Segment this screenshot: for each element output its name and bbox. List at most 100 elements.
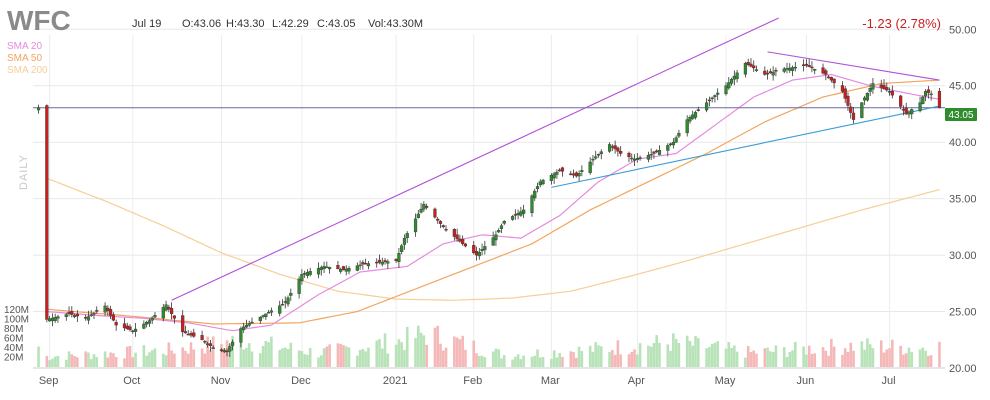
candle-body bbox=[67, 312, 71, 315]
volume-bar bbox=[37, 346, 40, 367]
volume-bar bbox=[261, 345, 265, 367]
candle-body bbox=[133, 328, 138, 332]
candle-body bbox=[258, 316, 262, 321]
volume-bar bbox=[347, 347, 351, 367]
candle-body bbox=[632, 158, 637, 161]
candle-body bbox=[341, 266, 346, 270]
candle-body bbox=[829, 77, 833, 81]
volume-bar bbox=[167, 342, 171, 367]
candle-body bbox=[899, 95, 903, 107]
volume-bar bbox=[904, 353, 908, 367]
volume-bar bbox=[67, 351, 71, 367]
volume-bar bbox=[588, 345, 592, 367]
volume-bar bbox=[367, 347, 370, 367]
candle-body bbox=[516, 212, 520, 216]
volume-bar bbox=[128, 345, 132, 367]
candle-body bbox=[164, 304, 168, 311]
candle-body bbox=[375, 261, 379, 264]
legend-sma200: SMA 200 bbox=[7, 65, 48, 76]
volume-bar bbox=[891, 339, 894, 367]
volume-bar bbox=[186, 353, 190, 367]
candle-body bbox=[871, 83, 875, 90]
volume-bar bbox=[708, 347, 711, 367]
candle-body bbox=[319, 267, 323, 270]
candle-body bbox=[438, 221, 443, 224]
volume-bar bbox=[561, 356, 564, 367]
candle-body bbox=[463, 243, 468, 247]
header-open: O:43.06 bbox=[182, 18, 221, 30]
volume-bar bbox=[608, 351, 611, 367]
resistance-trendline bbox=[767, 51, 940, 81]
volume-bar bbox=[281, 348, 284, 367]
candle-body bbox=[519, 211, 523, 216]
volume-bar bbox=[375, 340, 379, 367]
candle-body bbox=[303, 273, 307, 275]
candle-body bbox=[308, 271, 312, 275]
volume-bar bbox=[658, 342, 661, 367]
volume-bar bbox=[161, 353, 165, 367]
candle-body bbox=[419, 208, 423, 213]
volume-bar bbox=[630, 351, 634, 367]
candle-body bbox=[84, 317, 88, 319]
candle-body bbox=[571, 173, 576, 176]
volume-bar bbox=[522, 355, 525, 367]
candle-body bbox=[316, 268, 321, 275]
volume-bar bbox=[131, 357, 135, 367]
volume-bar bbox=[866, 338, 869, 367]
volume-bar bbox=[805, 354, 808, 367]
candle-body bbox=[555, 171, 559, 175]
volume-bar bbox=[114, 357, 118, 367]
candle-body bbox=[552, 173, 556, 179]
volume-bar bbox=[364, 351, 367, 367]
candle-body bbox=[677, 132, 681, 137]
candle-body bbox=[402, 237, 407, 245]
candle-body bbox=[591, 158, 595, 161]
candle-body bbox=[613, 145, 617, 150]
candle-body bbox=[145, 322, 149, 325]
volume-tick-label: 20M bbox=[4, 352, 23, 363]
volume-bar bbox=[888, 348, 891, 367]
volume-bar bbox=[511, 359, 514, 367]
volume-bar bbox=[827, 355, 830, 367]
candle-body bbox=[336, 265, 340, 270]
volume-bar bbox=[599, 346, 603, 367]
volume-bar bbox=[763, 348, 767, 367]
candle-body bbox=[510, 216, 515, 220]
candle-body bbox=[480, 249, 484, 251]
last-price-label: 43.05 bbox=[948, 110, 973, 121]
candle-body bbox=[610, 146, 614, 148]
volume-bar bbox=[192, 349, 196, 367]
volume-bar bbox=[417, 325, 420, 367]
candle-body bbox=[821, 67, 825, 74]
volume-bar bbox=[222, 348, 226, 367]
candle-body bbox=[513, 214, 517, 216]
candle-body bbox=[594, 156, 598, 159]
candle-body bbox=[183, 331, 188, 334]
volume-bar bbox=[611, 350, 614, 367]
candle-body bbox=[425, 206, 429, 208]
volume-bar bbox=[247, 343, 251, 367]
candle-body bbox=[832, 78, 836, 84]
legend-sma50: SMA 50 bbox=[7, 53, 42, 64]
volume-bar bbox=[480, 355, 484, 367]
candle-body bbox=[868, 88, 872, 92]
candle-body bbox=[325, 266, 329, 269]
candle-body bbox=[724, 85, 728, 95]
volume-bar bbox=[461, 335, 464, 367]
volume-bar bbox=[555, 357, 559, 367]
volume-bar bbox=[710, 343, 714, 367]
volume-bar bbox=[397, 339, 401, 367]
candle-body bbox=[530, 195, 534, 213]
candle-body bbox=[549, 175, 553, 181]
candle-body bbox=[289, 292, 293, 296]
candle-body bbox=[688, 116, 692, 122]
volume-bar bbox=[259, 353, 262, 367]
candle-body bbox=[128, 326, 132, 331]
candle-body bbox=[364, 262, 368, 265]
candle-body bbox=[89, 314, 93, 316]
volume-bar bbox=[458, 339, 462, 367]
candle-body bbox=[92, 312, 96, 315]
candle-body bbox=[574, 172, 578, 177]
volume-bar bbox=[716, 341, 719, 367]
volume-bar bbox=[56, 355, 60, 367]
